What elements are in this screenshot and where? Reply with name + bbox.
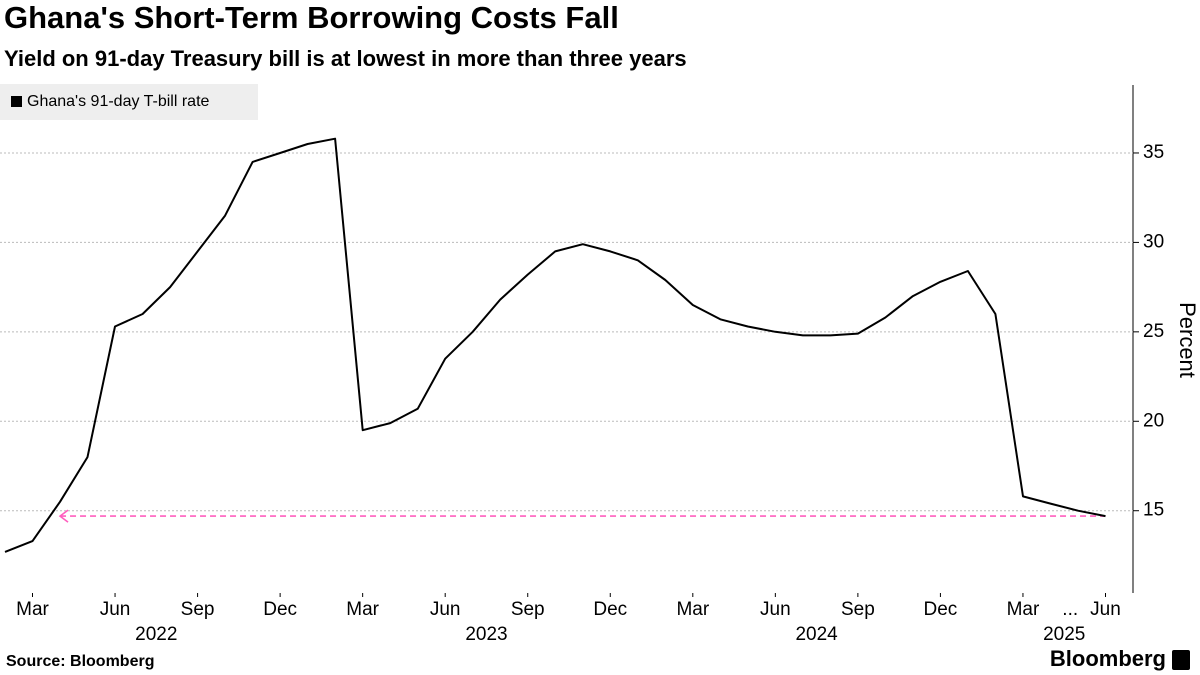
legend-box xyxy=(0,84,258,120)
x-tick-label: Dec xyxy=(263,599,297,620)
source: Source: Bloomberg xyxy=(6,653,154,670)
chart-title: Ghana's Short-Term Borrowing Costs Fall xyxy=(4,0,619,35)
y-tick-label: 25 xyxy=(1143,321,1164,342)
x-tick-label: Mar xyxy=(16,599,49,620)
brand-icon xyxy=(1172,650,1190,670)
year-label: 2023 xyxy=(465,624,507,645)
chart-subtitle: Yield on 91-day Treasury bill is at lowe… xyxy=(4,46,687,71)
x-tick-label: Dec xyxy=(924,599,958,620)
year-label: 2025 xyxy=(1043,624,1085,645)
x-tick-label: Dec xyxy=(593,599,627,620)
axis-break: ... xyxy=(1062,599,1078,620)
year-label: 2022 xyxy=(135,624,177,645)
reference-arrow xyxy=(58,509,69,523)
x-tick-label: Jun xyxy=(1090,599,1121,620)
y-tick-label: 35 xyxy=(1143,142,1164,163)
y-tick-label: 20 xyxy=(1143,410,1164,431)
x-tick-label: Mar xyxy=(346,599,379,620)
y-axis-label: Percent xyxy=(1175,302,1200,378)
x-tick-label: Sep xyxy=(511,599,545,620)
year-label: 2024 xyxy=(795,624,838,645)
x-tick-label: Jun xyxy=(100,599,131,620)
x-tick-label: Jun xyxy=(430,599,461,620)
x-tick-label: Jun xyxy=(760,599,791,620)
brand: Bloomberg xyxy=(1050,646,1166,671)
x-tick-label: Sep xyxy=(841,599,875,620)
x-tick-label: Mar xyxy=(676,599,709,620)
y-tick-label: 15 xyxy=(1143,500,1164,521)
y-tick-label: 30 xyxy=(1143,231,1164,252)
line-series xyxy=(4,137,1106,553)
x-tick-label: Mar xyxy=(1007,599,1040,620)
x-tick-label: Sep xyxy=(181,599,215,620)
legend-label: Ghana's 91-day T-bill rate xyxy=(27,93,210,110)
legend-swatch xyxy=(11,96,22,107)
